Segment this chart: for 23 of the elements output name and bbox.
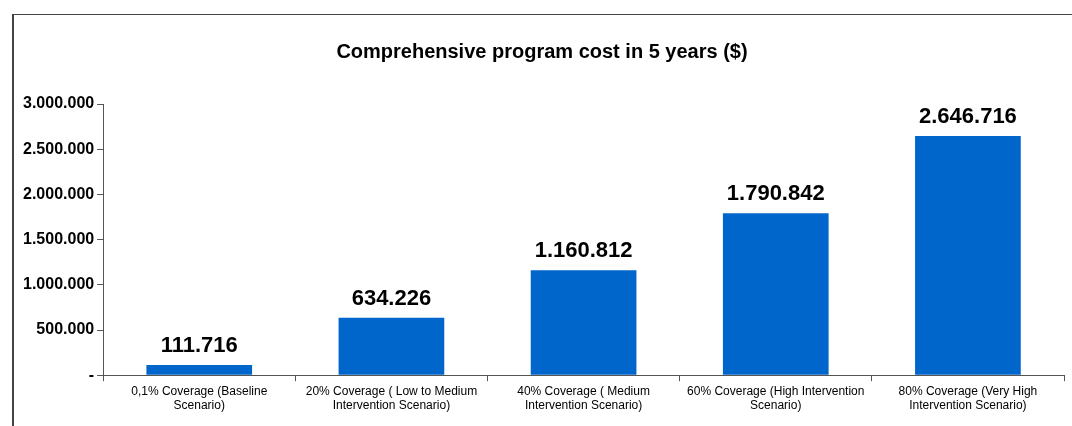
data-label: 1.790.842 [726, 180, 825, 206]
bar [530, 270, 637, 375]
x-tick-label: 20% Coverage ( Low to Medium Intervention Scenario) [305, 383, 478, 413]
data-label: 2.646.716 [918, 103, 1017, 128]
x-tick-label: 40% Coverage ( Medium Intervention Scenario) [517, 383, 650, 413]
y-tick-label: 2.000.000 [22, 184, 95, 202]
x-tick-label: 0,1% Coverage (Baseline Scenario) [131, 383, 268, 413]
y-tick-label: 2.500.000 [22, 139, 95, 157]
bar [146, 365, 253, 375]
y-tick-label: 3.000.000 [22, 94, 95, 112]
y-tick-label: - [88, 365, 95, 383]
y-tick-label: 500.000 [36, 320, 95, 338]
data-label: 111.716 [160, 332, 238, 358]
y-tick-label: 1.000.000 [22, 275, 95, 293]
x-tick-label: 60% Coverage (High Intervention Scenario) [687, 383, 865, 413]
x-tick-label: 80% Coverage (Very High Intervention Scenario) [898, 383, 1038, 413]
bar [722, 213, 829, 375]
bar [338, 317, 445, 375]
data-label: 1.160.812 [534, 237, 633, 263]
y-tick-label: 1.500.000 [22, 230, 95, 248]
chart-title: Comprehensive program cost in 5 years ($) [336, 39, 748, 62]
bar [915, 135, 1021, 375]
data-label: 634.226 [351, 284, 432, 310]
